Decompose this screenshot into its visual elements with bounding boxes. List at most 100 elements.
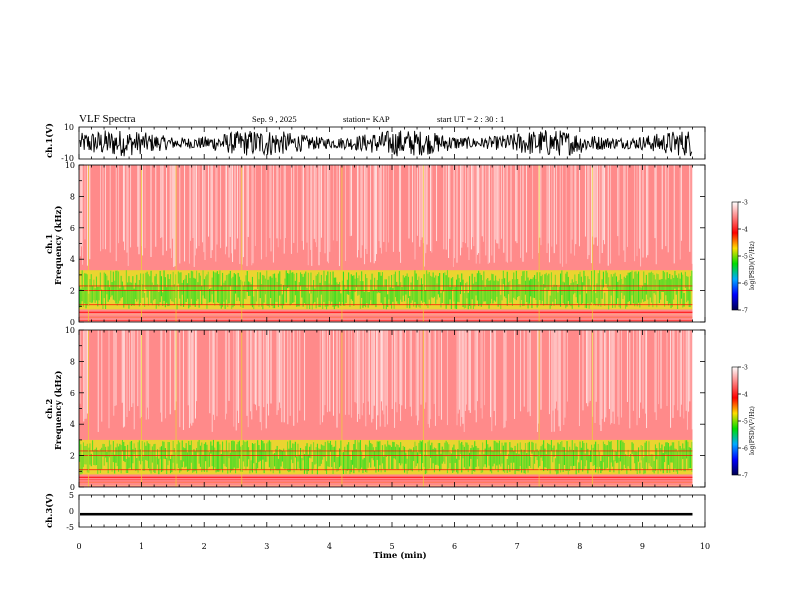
ch1-spec-band-green [625,277,627,309]
ch1-spec-band-green [368,291,370,305]
ch2-spec-band-green [333,446,335,463]
ch2-spec-band-green [108,440,110,458]
ch2-spec-band-green [667,442,669,465]
ch1-spec-band-green [324,281,326,307]
ch2-spec-band-green [574,443,576,466]
ch2-spec-band-green [153,444,155,472]
ch2-spec-band-green [513,450,515,463]
ch1-spec-band-green [108,287,110,300]
ch1-spec-band-green [392,288,394,302]
ch1-spec-band-green [280,283,282,306]
ch1-spec-band-green [571,279,573,309]
ch2-spec-band-green [205,442,207,462]
ch2-spec-band-green [248,447,250,460]
ch1-spec-band-green [303,273,305,304]
ch2-spec-band-green [569,446,571,471]
ch2-spec-band-green [238,440,240,459]
ch1-spec-band-green [662,270,664,292]
ch2-spec-band-green [207,450,209,468]
ch1-spec-band-green [531,279,533,309]
ch2-spec-band-green [405,452,407,464]
ch1-spec-band-green [210,288,212,302]
ch2-spec-band-green [489,446,491,472]
ch1-spec-band-green [597,273,599,307]
ch2-spec-band-green [359,440,361,469]
ch2-spec-band-green [132,449,134,464]
ch2-spec-band-green [107,446,109,474]
ch2-spec-band-green [244,441,246,467]
ch1-spec-band-green [337,284,339,308]
ch1-spec-band-green [144,293,146,307]
ch2-spec-band-green [680,448,682,471]
ch2-spec-band-green [250,460,252,471]
ch2-spec-band-green [284,451,286,470]
ch1-spec-band-green [532,277,534,298]
ch2-spec-band-green [631,442,633,454]
ch2-spec-band-green [393,442,395,459]
ch2-spec-band-green [95,447,97,466]
ch1-spec-band-green [433,277,435,297]
ch1-spec-band-green [461,273,463,286]
ch1-spec-band-green [249,282,251,296]
ch2-spec-band-green [662,452,664,474]
ch2-spec-band-green [268,440,270,468]
ch1-spec-band-green [575,281,577,298]
ch2-spec-band-green [124,446,126,463]
ch1-spec-band-green [510,289,512,303]
ch2-spec-band-green [560,442,562,473]
ch1-spec-band-green [682,274,684,308]
ch1-spec-band-green [92,285,94,303]
ch2-spec-band-green [407,449,409,471]
ch1-spec-band-green [298,282,300,307]
ch2-spec-band-green [625,454,627,469]
ch2-spec-band-green [307,454,309,472]
ch2-spec-band-green [432,448,434,464]
ch2-spec-band-green [582,441,584,472]
ch2-spec-band-green [357,440,359,470]
ch1-spec-band-green [388,276,390,300]
ch2-spec-band-green [311,461,313,474]
ch1-spec-band-green [644,282,646,302]
ch1-spec-band-green [224,280,226,309]
ch1-spec-band-green [105,273,107,309]
ch1-spec-band-green [180,272,182,307]
ch1-spec-band-green [424,290,426,304]
ch1-spec-band-green [452,277,454,290]
ch2-spec-band-green [587,448,589,474]
ch1-spec-band-green [336,282,338,307]
ch2-spec-band-green [524,443,526,474]
ch2-spec-band-green [548,443,550,469]
ch1-spec-band-green [443,273,445,292]
ch2-spec-band-green [435,448,437,465]
ch1-spec-band-green [393,274,395,309]
ch1-spec-band-green [116,270,118,306]
ch1-spec-band-green [284,278,286,291]
ch1-spec-band-green [459,282,461,295]
station-label: station= KAP [343,114,390,124]
ch2-spec-band-green [318,448,320,467]
xtick-label: 6 [452,542,457,551]
ch1-spec-band-green [599,270,601,304]
ch1-spec-band-green [254,289,256,305]
ch2-spec-band-green [531,441,533,454]
ch2-spec-band-green [690,447,692,469]
ch2-spec-band-green [541,444,543,461]
ch1-spec-band-green [297,290,299,307]
ch1-spec-band-green [202,270,204,296]
ch1-spec-band-green [151,282,153,306]
ch3-ytick-neg5: -5 [66,523,74,532]
ch1-spec-band-green [203,279,205,299]
ch1-spec-ytick-label: 0 [70,318,75,327]
ch2-spec-band-green [588,455,590,470]
ch2-spec-band-green [322,445,324,460]
ch1-spec-band-green [567,276,569,302]
ch1-spec-band-green [537,281,539,306]
ch1-spec-band-green [185,275,187,302]
ch1-spec-band-green [263,275,265,303]
ch1-spec-band-green [411,276,413,301]
ch1-spec-band-green [600,290,602,307]
ch1-spec-band-green [591,270,593,303]
ch1-spec-band-green [643,271,645,303]
ch1-spec-band-green [214,272,216,306]
